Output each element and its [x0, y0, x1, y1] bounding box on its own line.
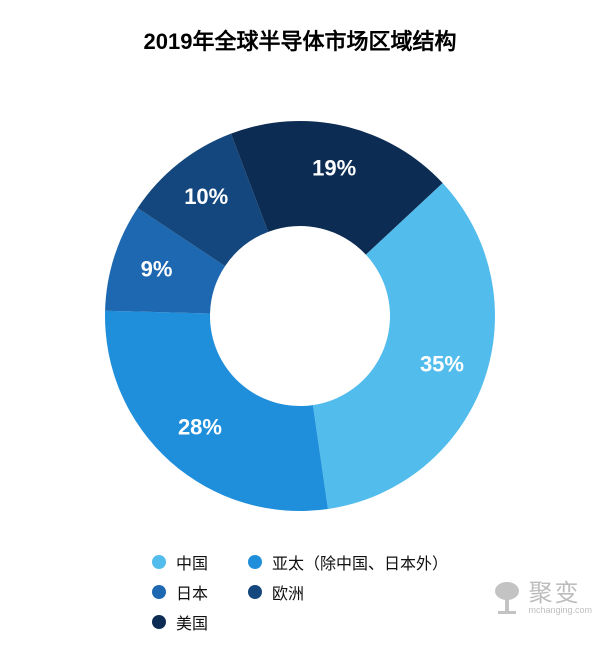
- watermark-brand: 聚变: [528, 582, 592, 606]
- legend-label: 欧洲: [272, 580, 304, 604]
- legend-item: 日本: [152, 580, 208, 604]
- legend-label: 亚太（除中国、日本外）: [272, 550, 448, 574]
- legend-label: 中国: [176, 550, 208, 574]
- donut-wrap: 35% 28% 9% 10% 19%: [0, 66, 600, 536]
- legend-item: 美国: [152, 610, 208, 634]
- legend-column: 亚太（除中国、日本外） 欧洲: [248, 550, 448, 634]
- watermark-icon: [492, 581, 522, 615]
- legend-item: 中国: [152, 550, 208, 574]
- donut-slice-label: 9%: [141, 256, 173, 281]
- donut-slice-label: 35%: [420, 352, 464, 377]
- legend-swatch: [248, 555, 262, 569]
- watermark-text: 聚变 mchanging.com: [528, 582, 592, 615]
- legend-swatch: [152, 585, 166, 599]
- chart-title: 2019年全球半导体市场区域结构: [0, 0, 600, 66]
- legend-item: 欧洲: [248, 580, 448, 604]
- donut-slice: [105, 311, 328, 511]
- watermark-domain: mchanging.com: [528, 606, 592, 615]
- watermark: 聚变 mchanging.com: [492, 581, 592, 615]
- legend-swatch: [152, 615, 166, 629]
- legend-swatch: [248, 585, 262, 599]
- legend-swatch: [152, 555, 166, 569]
- donut-svg: 35% 28% 9% 10% 19%: [0, 66, 600, 536]
- donut-slice-label: 28%: [178, 414, 222, 439]
- legend-label: 美国: [176, 610, 208, 634]
- donut-chart-container: 2019年全球半导体市场区域结构 35%28%9%10%19% 中国日本美国亚太…: [0, 0, 600, 654]
- donut-slice-label: 10%: [184, 184, 228, 209]
- donut-slice-label: 19%: [312, 155, 356, 180]
- legend-label: 日本: [176, 580, 208, 604]
- legend-item: 亚太（除中国、日本外）: [248, 550, 448, 574]
- legend-column: 中国日本美国: [152, 550, 208, 634]
